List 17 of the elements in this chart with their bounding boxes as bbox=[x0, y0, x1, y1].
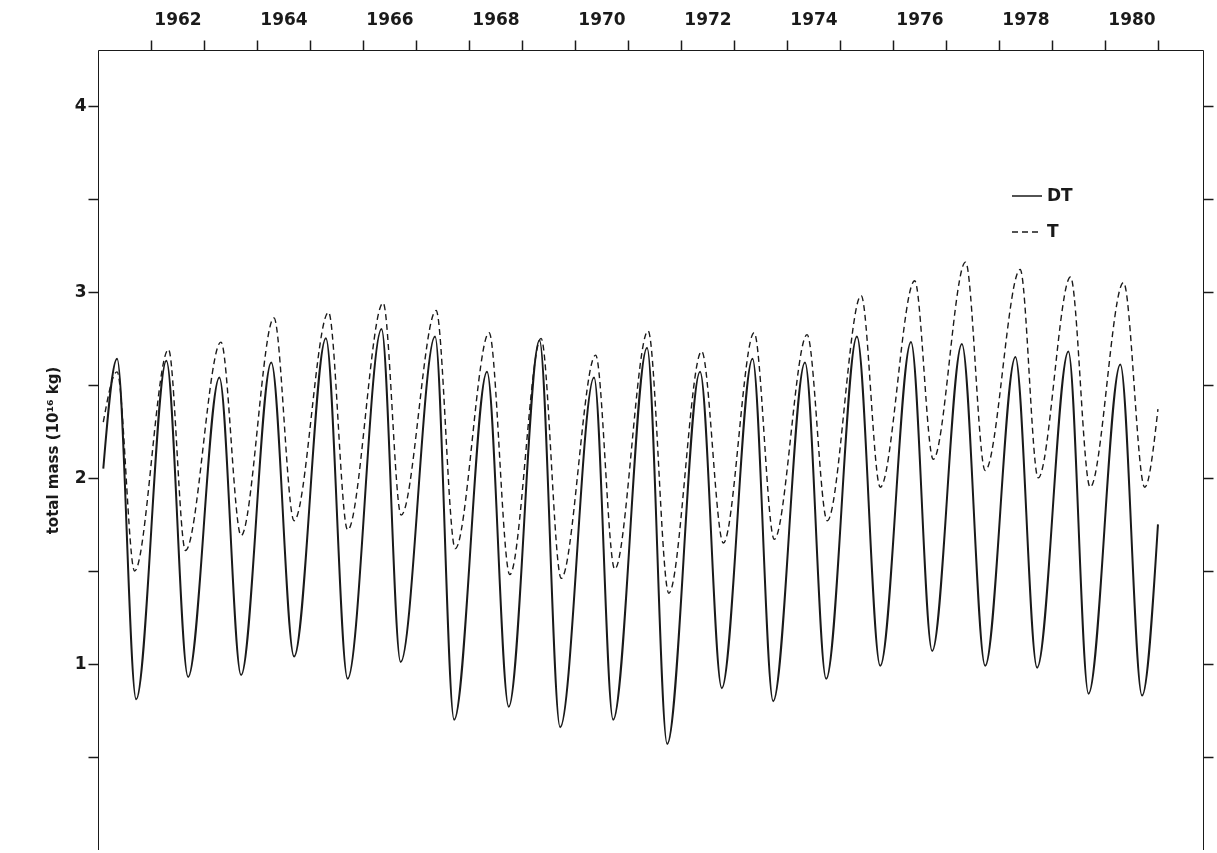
x-tick-label: 1968 bbox=[472, 8, 520, 29]
y-tick-label: 3 bbox=[74, 281, 87, 302]
x-tick-label: 1976 bbox=[896, 8, 944, 29]
y-tick-label: 2 bbox=[74, 467, 87, 488]
y-axis-title: total mass (10¹⁶ kg) bbox=[43, 366, 62, 535]
y-tick-label: 4 bbox=[74, 95, 87, 116]
y-tick-label: 1 bbox=[74, 653, 87, 674]
x-tick-label: 1962 bbox=[154, 8, 202, 29]
x-tick-label: 1964 bbox=[260, 8, 308, 29]
legend-label: T bbox=[1047, 221, 1059, 241]
x-tick-label: 1974 bbox=[790, 8, 838, 29]
x-tick-label: 1980 bbox=[1108, 8, 1156, 29]
x-tick-label: 1972 bbox=[684, 8, 732, 29]
x-tick-label: 1970 bbox=[578, 8, 626, 29]
x-tick-label: 1978 bbox=[1002, 8, 1050, 29]
legend-label: DT bbox=[1047, 185, 1074, 205]
x-tick-label: 1966 bbox=[366, 8, 414, 29]
